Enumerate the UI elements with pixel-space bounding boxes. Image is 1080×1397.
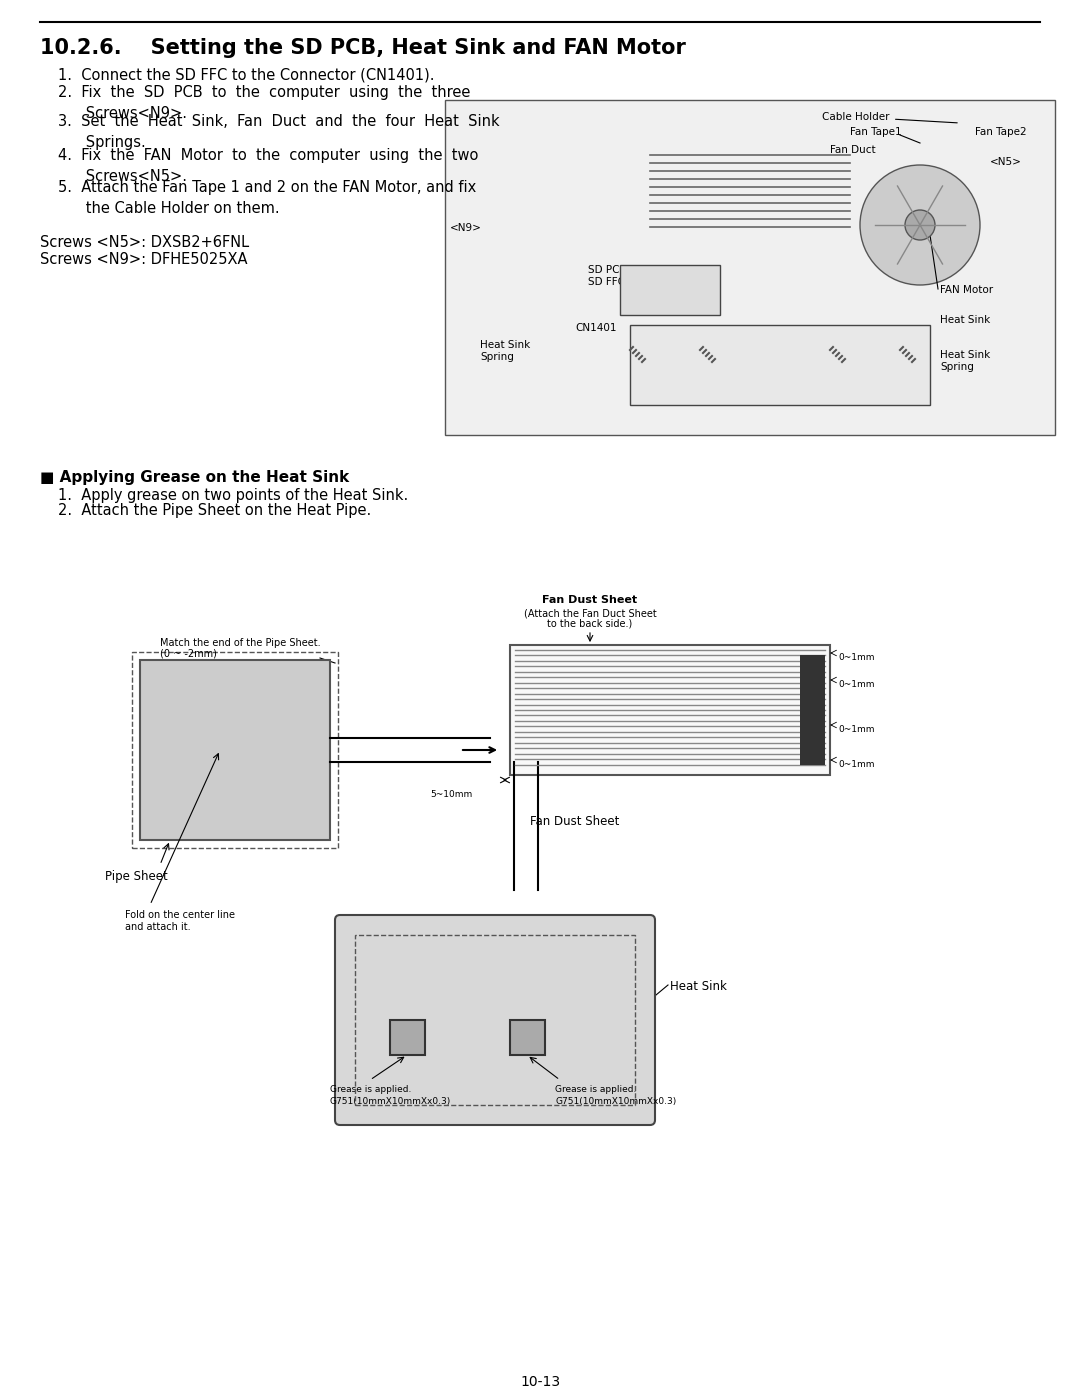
Text: 2.  Fix  the  SD  PCB  to  the  computer  using  the  three
      Screws<N9>.: 2. Fix the SD PCB to the computer using …	[58, 85, 471, 122]
Text: Grease is applied.: Grease is applied.	[330, 1085, 411, 1094]
Text: Cable Holder: Cable Holder	[823, 112, 957, 123]
Text: Pipe Sheet: Pipe Sheet	[105, 870, 167, 883]
Text: 0~1mm: 0~1mm	[838, 725, 875, 733]
Text: ■ Applying Grease on the Heat Sink: ■ Applying Grease on the Heat Sink	[40, 469, 349, 485]
Bar	[630, 326, 930, 405]
Bar	[140, 659, 330, 840]
Text: Fan Tape2: Fan Tape2	[975, 127, 1027, 137]
Text: 1.  Apply grease on two points of the Heat Sink.: 1. Apply grease on two points of the Hea…	[58, 488, 408, 503]
FancyBboxPatch shape	[335, 915, 654, 1125]
Text: (0 ~ -2mm): (0 ~ -2mm)	[160, 650, 217, 659]
Text: 0~1mm: 0~1mm	[838, 760, 875, 768]
Text: Fan Duct: Fan Duct	[831, 145, 876, 155]
Text: CN1401: CN1401	[575, 323, 617, 332]
Text: 4.  Fix  the  FAN  Motor  to  the  computer  using  the  two
      Screws<N5>.: 4. Fix the FAN Motor to the computer usi…	[58, 148, 478, 184]
Text: Fold on the center line: Fold on the center line	[125, 909, 235, 921]
Text: and attach it.: and attach it.	[125, 922, 191, 932]
FancyBboxPatch shape	[445, 101, 1055, 434]
Text: Heat Sink
Spring: Heat Sink Spring	[940, 351, 990, 372]
Text: (Attach the Fan Duct Sheet: (Attach the Fan Duct Sheet	[524, 608, 657, 617]
Text: 2.  Attach the Pipe Sheet on the Heat Pipe.: 2. Attach the Pipe Sheet on the Heat Pip…	[58, 503, 372, 518]
Text: Fan Dust Sheet: Fan Dust Sheet	[530, 814, 619, 828]
Text: Heat Sink: Heat Sink	[940, 314, 990, 326]
Text: G751(10mmX10mmXх0.3): G751(10mmX10mmXх0.3)	[555, 1097, 676, 1106]
Text: 0~1mm: 0~1mm	[838, 680, 875, 689]
Bar	[355, 935, 635, 1105]
Text: <N5>: <N5>	[990, 156, 1022, 168]
Circle shape	[860, 165, 980, 285]
Text: 0~1mm: 0~1mm	[838, 652, 875, 662]
Text: to the back side.): to the back side.)	[548, 619, 633, 629]
Text: Match the end of the Pipe Sheet.: Match the end of the Pipe Sheet.	[160, 638, 321, 648]
Text: 5~10mm: 5~10mm	[430, 789, 472, 799]
Text: Heat Sink: Heat Sink	[670, 981, 727, 993]
Text: 3.  Set  the  Heat  Sink,  Fan  Duct  and  the  four  Heat  Sink
      Springs.: 3. Set the Heat Sink, Fan Duct and the f…	[58, 115, 500, 149]
Text: Fan Dust Sheet: Fan Dust Sheet	[542, 595, 637, 605]
Text: <N9>: <N9>	[450, 224, 482, 233]
Text: FAN Motor: FAN Motor	[940, 285, 994, 295]
Bar	[510, 1020, 545, 1055]
Text: Fan Tape1: Fan Tape1	[850, 127, 902, 137]
Text: 10.2.6.    Setting the SD PCB, Heat Sink and FAN Motor: 10.2.6. Setting the SD PCB, Heat Sink an…	[40, 38, 686, 59]
Circle shape	[905, 210, 935, 240]
Text: Heat Sink
Spring: Heat Sink Spring	[480, 339, 530, 362]
Text: G751(10mmX10mmXх0.3): G751(10mmX10mmXх0.3)	[330, 1097, 451, 1106]
Text: Screws <N5>: DXSB2+6FNL: Screws <N5>: DXSB2+6FNL	[40, 235, 249, 250]
Text: Screws <N9>: DFHE5025XA: Screws <N9>: DFHE5025XA	[40, 251, 247, 267]
Text: Grease is applied.: Grease is applied.	[555, 1085, 636, 1094]
Text: 10-13: 10-13	[519, 1375, 561, 1389]
Bar	[390, 1020, 426, 1055]
Text: SD FFC: SD FFC	[588, 277, 625, 286]
Text: 1.  Connect the SD FFC to the Connector (CN1401).: 1. Connect the SD FFC to the Connector (…	[58, 68, 434, 82]
Text: 5.  Attach the Fan Tape 1 and 2 on the FAN Motor, and fix
      the Cable Holder: 5. Attach the Fan Tape 1 and 2 on the FA…	[58, 180, 476, 217]
Bar	[800, 655, 825, 766]
Text: SD PCB: SD PCB	[588, 265, 626, 275]
Bar	[132, 652, 338, 848]
Bar	[620, 265, 720, 314]
Bar	[510, 645, 831, 775]
